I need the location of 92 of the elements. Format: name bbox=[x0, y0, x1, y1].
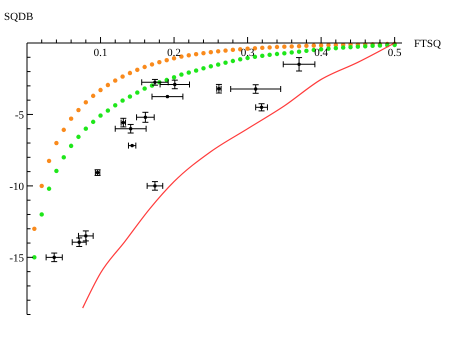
point bbox=[179, 72, 184, 77]
point bbox=[274, 44, 280, 50]
point bbox=[318, 43, 324, 48]
point bbox=[98, 113, 103, 118]
point bbox=[290, 44, 294, 49]
point bbox=[274, 52, 280, 56]
point bbox=[84, 126, 88, 131]
point bbox=[90, 120, 96, 124]
point bbox=[144, 116, 148, 120]
point bbox=[135, 90, 140, 95]
point bbox=[296, 44, 302, 48]
point bbox=[128, 127, 132, 130]
point bbox=[208, 64, 214, 68]
point bbox=[157, 60, 162, 64]
point bbox=[153, 184, 157, 188]
point bbox=[54, 168, 59, 174]
point bbox=[201, 50, 206, 56]
point bbox=[166, 94, 170, 98]
point bbox=[62, 155, 66, 160]
y-tick-label: -5 bbox=[14, 109, 24, 122]
point bbox=[40, 212, 44, 217]
point bbox=[76, 108, 81, 112]
point bbox=[297, 62, 301, 66]
x-tick-label: 0.1 bbox=[94, 47, 108, 59]
point bbox=[128, 70, 132, 76]
point bbox=[142, 86, 147, 91]
point bbox=[120, 98, 125, 103]
x-tick-label: 0.5 bbox=[388, 47, 402, 59]
point bbox=[120, 74, 125, 79]
point bbox=[230, 58, 236, 64]
point bbox=[84, 100, 88, 104]
point bbox=[54, 140, 59, 146]
point bbox=[267, 45, 272, 50]
point bbox=[312, 43, 316, 48]
point bbox=[40, 184, 44, 188]
point bbox=[142, 64, 147, 70]
point bbox=[186, 53, 191, 58]
point bbox=[46, 158, 52, 164]
point bbox=[98, 88, 103, 92]
point bbox=[254, 87, 258, 91]
point bbox=[150, 62, 154, 67]
point bbox=[186, 70, 191, 75]
point bbox=[348, 44, 353, 50]
point bbox=[260, 54, 264, 58]
point bbox=[216, 62, 220, 67]
point bbox=[68, 116, 74, 121]
point bbox=[113, 78, 118, 83]
point bbox=[128, 94, 132, 99]
y-tick-label: -10 bbox=[9, 180, 24, 193]
point bbox=[238, 57, 242, 62]
point bbox=[216, 49, 220, 54]
point bbox=[106, 108, 110, 113]
point bbox=[267, 52, 272, 58]
point bbox=[84, 234, 88, 238]
point bbox=[304, 44, 309, 48]
point bbox=[282, 51, 287, 56]
point bbox=[201, 66, 206, 70]
point bbox=[304, 48, 309, 54]
point bbox=[68, 144, 74, 148]
point bbox=[290, 50, 294, 55]
y-axis-title: SQDB bbox=[4, 11, 34, 23]
point bbox=[223, 48, 228, 53]
point bbox=[32, 255, 37, 260]
point bbox=[208, 50, 214, 54]
y-tick-label: -15 bbox=[9, 252, 24, 264]
point bbox=[76, 134, 81, 140]
point bbox=[194, 52, 198, 56]
point bbox=[282, 44, 287, 49]
point bbox=[260, 46, 264, 50]
point bbox=[78, 240, 81, 244]
x-tick-label: 0.4 bbox=[314, 47, 328, 59]
point bbox=[90, 94, 96, 98]
point bbox=[135, 68, 140, 72]
point bbox=[62, 128, 66, 132]
point bbox=[230, 48, 236, 52]
point bbox=[130, 144, 134, 148]
x-tick-label: 0.3 bbox=[240, 47, 255, 59]
point bbox=[173, 82, 176, 86]
point bbox=[296, 50, 302, 54]
point bbox=[113, 103, 118, 108]
x-tick-label: 0.2 bbox=[167, 47, 181, 59]
point bbox=[106, 82, 110, 88]
point bbox=[356, 44, 360, 49]
point bbox=[46, 186, 52, 191]
point bbox=[32, 226, 37, 231]
x-axis-title: FTSQ bbox=[414, 38, 441, 50]
point bbox=[164, 58, 169, 62]
point bbox=[223, 60, 228, 65]
point bbox=[52, 256, 56, 260]
point bbox=[340, 45, 346, 50]
point bbox=[194, 68, 198, 73]
point bbox=[334, 46, 338, 50]
